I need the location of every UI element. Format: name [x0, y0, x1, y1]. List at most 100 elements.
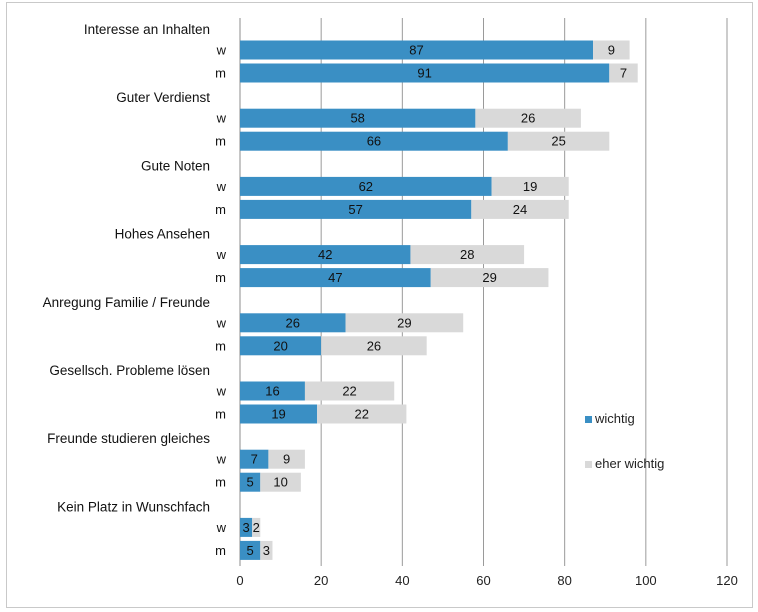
bar-wichtig: [240, 313, 346, 333]
data-label: 24: [513, 202, 527, 217]
legend-swatch-eher-wichtig: [585, 461, 592, 468]
row-label: m: [215, 407, 226, 422]
bar-eher-wichtig: [260, 472, 301, 492]
bar-wichtig: [240, 517, 253, 537]
bar-eher-wichtig: [609, 63, 638, 83]
x-axis: 0 20 40 60 80 100 120: [236, 573, 737, 588]
bar-eher-wichtig: [252, 517, 261, 537]
data-label: 20: [273, 338, 287, 353]
legend: wichtig eher wichtig: [585, 411, 664, 471]
data-label: 3: [263, 543, 270, 558]
data-label: 26: [521, 111, 535, 126]
legend-swatch-wichtig: [585, 416, 592, 423]
data-label: 5: [247, 543, 254, 558]
row-label: w: [216, 452, 227, 467]
bar-wichtig: [240, 199, 472, 219]
data-label: 87: [409, 43, 423, 58]
data-label: 22: [355, 407, 369, 422]
data-label: 26: [367, 338, 381, 353]
bar-wichtig: [240, 176, 492, 196]
legend-label: wichtig: [594, 411, 635, 426]
bar-wichtig: [240, 381, 305, 401]
bar-eher-wichtig: [430, 268, 549, 288]
x-tick-label: 80: [557, 573, 571, 588]
row-label: m: [215, 338, 226, 353]
data-label: 58: [350, 111, 364, 126]
category-label: Guter Verdienst: [116, 90, 210, 105]
row-label: m: [215, 66, 226, 81]
bar-wichtig: [240, 449, 269, 469]
row-label: m: [215, 202, 226, 217]
row-label: w: [216, 179, 227, 194]
data-label: 19: [271, 407, 285, 422]
bar-wichtig: [240, 268, 431, 288]
row-label: w: [216, 43, 227, 58]
bar-eher-wichtig: [475, 108, 581, 128]
data-label: 57: [348, 202, 362, 217]
bar-eher-wichtig: [268, 449, 305, 469]
data-label: 19: [523, 179, 537, 194]
bars-layer: [240, 40, 638, 560]
row-label: w: [216, 315, 227, 330]
data-label: 42: [318, 247, 332, 262]
category-label: Freunde studieren gleiches: [47, 431, 210, 446]
bar-eher-wichtig: [410, 245, 525, 265]
bar-wichtig: [240, 540, 261, 560]
bar-wichtig: [240, 472, 261, 492]
bar-wichtig: [240, 108, 476, 128]
row-label: w: [216, 111, 227, 126]
bar-eher-wichtig: [471, 199, 569, 219]
row-label: w: [216, 520, 227, 535]
data-label: 25: [551, 134, 565, 149]
data-label: 9: [608, 43, 615, 58]
x-tick-label: 40: [395, 573, 409, 588]
chart-frame: [6, 2, 753, 608]
category-label: Hohes Ansehen: [115, 227, 210, 242]
data-label: 16: [265, 384, 279, 399]
row-label: m: [215, 134, 226, 149]
data-label: 2: [253, 520, 260, 535]
category-label: Gesellsch. Probleme lösen: [49, 363, 210, 378]
data-label: 29: [397, 315, 411, 330]
bar-wichtig: [240, 336, 322, 356]
bar-wichtig: [240, 40, 594, 60]
row-label: w: [216, 384, 227, 399]
bar-wichtig: [240, 131, 508, 151]
row-label: m: [215, 543, 226, 558]
bar-eher-wichtig: [345, 313, 464, 333]
data-label: 9: [283, 452, 290, 467]
data-label: 3: [242, 520, 249, 535]
category-label: Interesse an Inhalten: [84, 22, 210, 37]
data-label: 26: [286, 315, 300, 330]
data-label: 91: [417, 66, 431, 81]
category-label: Kein Platz in Wunschfach: [57, 499, 210, 514]
x-tick-label: 20: [314, 573, 328, 588]
data-label: 22: [342, 384, 356, 399]
x-tick-label: 60: [476, 573, 490, 588]
data-label: 5: [247, 475, 254, 490]
bar-eher-wichtig: [491, 176, 569, 196]
row-label: m: [215, 475, 226, 490]
data-label: 7: [620, 66, 627, 81]
category-label: Anregung Familie / Freunde: [43, 295, 210, 310]
data-label: 47: [328, 270, 342, 285]
bar-eher-wichtig: [317, 404, 407, 424]
bar-wichtig: [240, 63, 610, 83]
data-label: 10: [273, 475, 287, 490]
category-label: Gute Noten: [141, 158, 210, 173]
legend-label: eher wichtig: [595, 456, 664, 471]
x-tick-label: 100: [635, 573, 657, 588]
labels-layer: Interesse an Inhalten w 87 9 m 91 7 Guter Verdi…: [43, 22, 627, 558]
data-label: 7: [251, 452, 258, 467]
grid-layer: [239, 18, 728, 566]
data-label: 66: [367, 134, 381, 149]
row-label: w: [216, 247, 227, 262]
bar-eher-wichtig: [321, 336, 427, 356]
bar-eher-wichtig: [304, 381, 395, 401]
data-label: 28: [460, 247, 474, 262]
x-tick-label: 0: [236, 573, 243, 588]
data-label: 29: [482, 270, 496, 285]
bar-eher-wichtig: [507, 131, 610, 151]
